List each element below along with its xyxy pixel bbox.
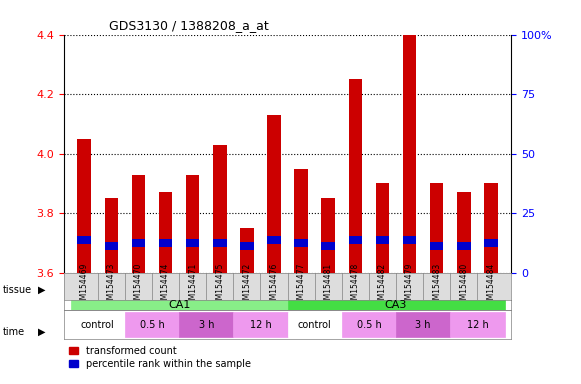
Bar [132, 175, 145, 273]
Text: ▶: ▶ [38, 327, 45, 337]
Bar [484, 184, 498, 273]
Text: CA1: CA1 [168, 300, 191, 310]
Text: time: time [3, 327, 25, 337]
Bar [342, 312, 396, 338]
Bar [105, 199, 118, 273]
Text: GDS3130 / 1388208_a_at: GDS3130 / 1388208_a_at [109, 19, 268, 32]
Bar [349, 237, 362, 244]
Text: GSM154474: GSM154474 [161, 263, 170, 310]
Bar [295, 239, 308, 247]
Text: GSM154475: GSM154475 [216, 263, 224, 310]
Text: control: control [81, 319, 114, 329]
Bar [396, 312, 450, 338]
Text: GSM154469: GSM154469 [80, 263, 89, 310]
Bar [267, 237, 281, 244]
Bar [321, 199, 335, 273]
Text: GSM154477: GSM154477 [297, 263, 306, 310]
Text: GSM154478: GSM154478 [351, 263, 360, 310]
Text: GSM154484: GSM154484 [486, 263, 496, 310]
Bar [213, 239, 227, 247]
Bar [234, 312, 288, 338]
Bar [213, 145, 227, 273]
Text: GSM154470: GSM154470 [134, 263, 143, 310]
Bar [186, 239, 199, 247]
Legend: transformed count, percentile rank within the sample: transformed count, percentile rank withi… [69, 346, 251, 369]
Bar [77, 237, 91, 244]
Text: 3 h: 3 h [199, 319, 214, 329]
Text: GSM154472: GSM154472 [242, 263, 252, 310]
Text: tissue: tissue [3, 285, 32, 295]
Bar [77, 139, 91, 273]
Bar [288, 300, 504, 310]
Text: control: control [298, 319, 332, 329]
Text: GSM154483: GSM154483 [432, 263, 441, 310]
Text: GSM154471: GSM154471 [188, 263, 197, 310]
Bar [267, 115, 281, 273]
Text: 0.5 h: 0.5 h [357, 319, 381, 329]
Bar [376, 237, 389, 244]
Bar [186, 175, 199, 273]
Text: GSM154473: GSM154473 [107, 263, 116, 310]
Text: 12 h: 12 h [250, 319, 271, 329]
Text: 0.5 h: 0.5 h [139, 319, 164, 329]
Bar [430, 184, 443, 273]
Bar [159, 239, 173, 247]
Bar [132, 239, 145, 247]
Bar [295, 169, 308, 273]
Bar [105, 242, 118, 250]
Text: GSM154482: GSM154482 [378, 263, 387, 309]
Bar [288, 312, 342, 338]
Text: GSM154481: GSM154481 [324, 263, 333, 309]
Text: GSM154479: GSM154479 [405, 263, 414, 310]
Bar [484, 239, 498, 247]
Bar [71, 312, 125, 338]
Bar [240, 228, 254, 273]
Text: GSM154476: GSM154476 [270, 263, 278, 310]
Bar [349, 79, 362, 273]
Bar [457, 192, 471, 273]
Text: GSM154480: GSM154480 [460, 263, 468, 310]
Bar [450, 312, 504, 338]
Bar [457, 242, 471, 250]
Bar [71, 300, 288, 310]
Text: 12 h: 12 h [467, 319, 488, 329]
Text: CA3: CA3 [385, 300, 407, 310]
Text: 3 h: 3 h [415, 319, 431, 329]
Text: ▶: ▶ [38, 285, 45, 295]
Bar [159, 192, 173, 273]
Bar [403, 237, 417, 244]
Bar [125, 312, 179, 338]
Bar [430, 242, 443, 250]
Bar [403, 35, 417, 273]
Bar [376, 184, 389, 273]
Bar [179, 312, 234, 338]
Bar [240, 242, 254, 250]
Bar [321, 242, 335, 250]
